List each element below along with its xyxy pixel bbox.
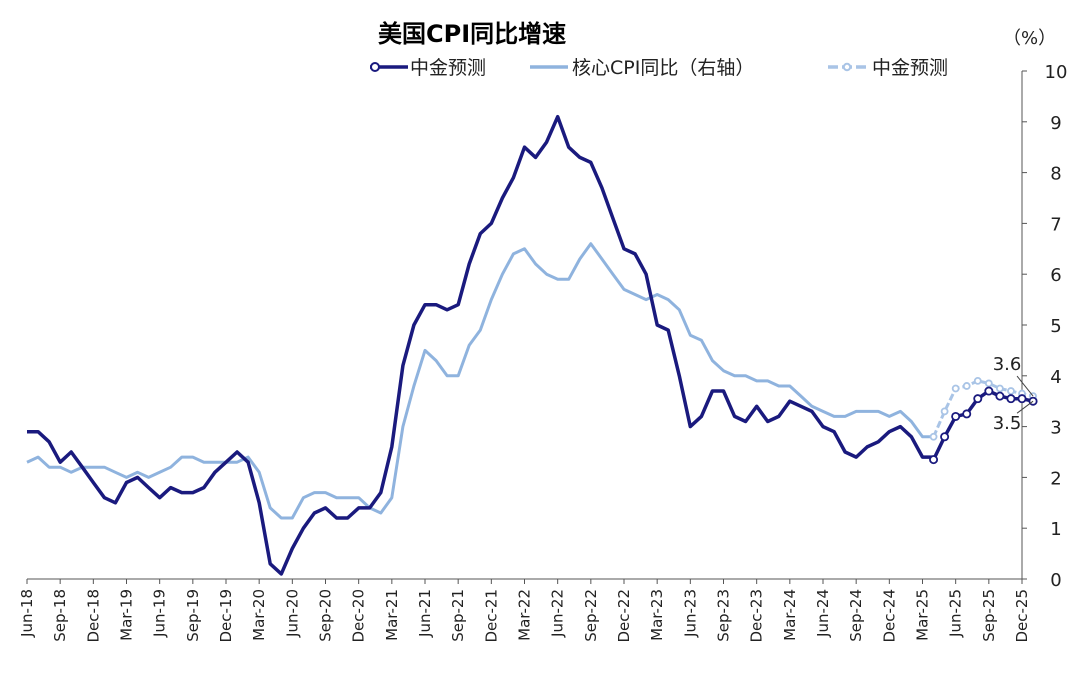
annotations: 3.6 3.5 xyxy=(993,354,1034,434)
forecast-point-headline_cpi_forecast xyxy=(940,432,950,442)
y-tick-label: 6 xyxy=(1050,265,1061,286)
x-tick-label: Sep-23 xyxy=(715,589,733,642)
y-tick-label: 4 xyxy=(1050,367,1061,388)
x-tick-label: Mar-21 xyxy=(383,589,401,641)
forecast-point-headline_cpi_forecast xyxy=(1006,394,1016,404)
annotation-leader xyxy=(1016,375,1034,397)
x-axis-ticks: Jun-18 Sep-18 Dec-18 Mar-19 Jun-19 Sep-19 Dec-… xyxy=(18,579,1031,643)
series-lines xyxy=(26,114,1038,576)
y-tick-label: 7 xyxy=(1050,214,1061,235)
forecast-point-headline_cpi_forecast xyxy=(995,391,1005,401)
x-tick-label: Dec-20 xyxy=(350,589,368,643)
x-tick-label: Sep-18 xyxy=(51,589,69,642)
forecast-point-core_cpi_forecast xyxy=(929,432,938,441)
x-tick-label: Jun-19 xyxy=(151,589,169,638)
x-tick-label: Dec-22 xyxy=(615,589,633,643)
y-axis-ticks: 0 1 2 3 4 5 6 7 8 9 10 xyxy=(1022,62,1067,591)
x-tick-label: Mar-19 xyxy=(118,589,136,641)
legend: 中金预测 核心CPI同比（右轴） 中金预测 xyxy=(370,57,948,79)
x-tick-label: Jun-18 xyxy=(18,589,36,638)
x-tick-label: Jun-21 xyxy=(416,589,434,638)
series-line-core_cpi_forecast xyxy=(932,379,1034,438)
forecast-point-core_cpi_forecast xyxy=(1007,387,1015,395)
x-tick-label: Jun-22 xyxy=(549,589,567,638)
forecast-point-core_cpi_forecast xyxy=(984,379,993,388)
chart-title: 美国CPI同比增速 xyxy=(378,20,566,48)
x-tick-label: Jun-20 xyxy=(283,589,301,638)
legend-label-core: 核心CPI同比（右轴） xyxy=(572,57,754,79)
y-tick-label: 3 xyxy=(1050,418,1061,439)
forecast-point-headline_cpi_forecast xyxy=(962,409,972,419)
y-tick-label: 1 xyxy=(1050,519,1061,540)
x-tick-label: Sep-20 xyxy=(317,589,335,642)
y-tick-label: 0 xyxy=(1050,570,1061,591)
legend-marker-core-forecast xyxy=(842,62,852,72)
x-tick-label: Mar-24 xyxy=(781,589,799,641)
legend-label-core-forecast: 中金预测 xyxy=(872,57,948,79)
x-tick-label: Sep-25 xyxy=(980,589,998,642)
x-tick-label: Jun-25 xyxy=(947,589,965,638)
forecast-point-headline_cpi_forecast xyxy=(973,394,983,404)
annotation-label: 3.5 xyxy=(993,413,1022,434)
y-tick-label: 2 xyxy=(1050,468,1061,489)
x-tick-label: Jun-23 xyxy=(681,589,699,638)
x-tick-label: Mar-25 xyxy=(914,589,932,641)
annotation-leader xyxy=(1016,400,1034,414)
x-tick-label: Mar-22 xyxy=(516,589,534,641)
legend-marker-headline xyxy=(370,62,380,72)
y-tick-label: 9 xyxy=(1050,113,1061,134)
x-tick-label: Dec-18 xyxy=(84,589,102,643)
x-tick-label: Dec-24 xyxy=(880,589,898,643)
legend-item-core: 核心CPI同比（右轴） xyxy=(530,57,754,79)
forecast-point-core_cpi_forecast xyxy=(962,382,971,390)
x-tick-label: Sep-21 xyxy=(449,589,467,642)
forecast-point-core_cpi_forecast xyxy=(973,376,982,385)
forecast-point-headline_cpi_forecast xyxy=(929,455,939,465)
series-line-headline_cpi xyxy=(27,114,934,576)
x-tick-label: Mar-23 xyxy=(648,589,666,641)
annotation-label: 3.6 xyxy=(993,354,1022,375)
forecast-point-headline_cpi_forecast xyxy=(1017,394,1027,404)
forecast-point-core_cpi_forecast xyxy=(940,407,949,416)
y-tick-label: 8 xyxy=(1050,164,1061,185)
legend-item-headline: 中金预测 xyxy=(370,57,486,79)
x-tick-label: Jun-24 xyxy=(814,589,832,638)
forecast-point-headline_cpi_forecast xyxy=(984,386,994,396)
x-tick-label: Mar-20 xyxy=(250,589,268,641)
legend-label-headline: 中金预测 xyxy=(410,57,486,79)
x-tick-label: Sep-19 xyxy=(184,589,202,642)
x-tick-label: Dec-23 xyxy=(748,589,766,643)
forecast-point-headline_cpi_forecast xyxy=(951,411,961,421)
x-tick-label: Dec-25 xyxy=(1013,589,1031,643)
y-tick-label: 10 xyxy=(1045,62,1068,83)
forecast-point-core_cpi_forecast xyxy=(995,384,1004,393)
x-tick-label: Sep-24 xyxy=(847,589,865,642)
x-tick-label: Sep-22 xyxy=(582,589,600,642)
series-line-core_cpi xyxy=(26,242,934,520)
y-tick-label: 5 xyxy=(1050,316,1061,337)
x-tick-label: Dec-21 xyxy=(482,589,500,643)
legend-item-core-forecast: 中金预测 xyxy=(828,57,948,79)
unit-label: （%） xyxy=(1003,28,1056,49)
forecast-point-core_cpi_forecast xyxy=(951,384,960,393)
x-tick-label: Dec-19 xyxy=(217,589,235,643)
series-line-headline_cpi_forecast xyxy=(932,389,1034,461)
